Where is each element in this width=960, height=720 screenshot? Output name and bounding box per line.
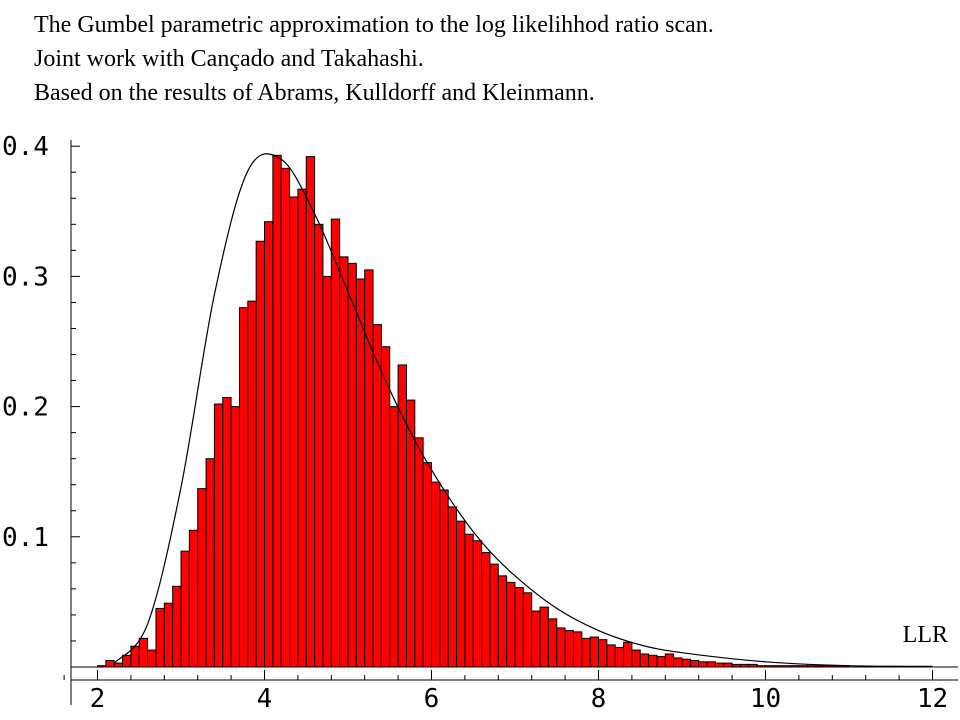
histogram-bar: [172, 585, 182, 668]
histogram-bar: [531, 610, 541, 668]
histogram-bar: [197, 488, 207, 668]
histogram-bar: [105, 659, 115, 668]
histogram-bar: [280, 167, 291, 668]
x-tick-label: 6: [424, 684, 440, 714]
histogram-bar: [372, 324, 382, 668]
x-tick-label: 8: [591, 684, 607, 714]
histogram-bar: [355, 278, 366, 668]
histogram-bar: [380, 346, 391, 668]
histogram-bar: [631, 649, 641, 668]
histogram-bar: [489, 563, 499, 668]
histogram-bar: [155, 607, 165, 668]
histogram-bar: [330, 218, 341, 668]
histogram-bar: [447, 506, 458, 668]
histogram-bar: [464, 533, 474, 668]
histogram-bar: [422, 462, 432, 668]
histogram-bar: [238, 307, 249, 668]
histogram-bar: [347, 262, 357, 668]
gumbel-fit-curve: [113, 153, 933, 667]
histogram-bar: [180, 550, 190, 668]
histogram-bar: [514, 587, 524, 668]
histogram-bar: [614, 646, 625, 668]
y-tick-label: 0.4: [2, 132, 49, 162]
histogram-bar: [322, 275, 332, 668]
histogram-bar: [497, 575, 508, 668]
histogram-bar: [230, 406, 240, 668]
histogram-bar: [439, 489, 449, 668]
histogram-bar: [264, 221, 274, 668]
histogram-bar: [706, 661, 716, 668]
header-text: The Gumbel parametric approximation to t…: [34, 8, 954, 110]
chart-labels: 0.1 0.2 0.3 0.4 2 4 6 8 10 12 LLR: [2, 132, 948, 714]
histogram-bar: [297, 188, 307, 668]
y-tick-label: 0.1: [2, 523, 49, 553]
chart-axes: [63, 140, 958, 705]
histogram-bar: [138, 637, 149, 668]
gumbel-fit-curve-group: [113, 153, 933, 667]
histogram-bar: [506, 581, 516, 668]
histogram-bar: [213, 403, 224, 668]
histogram-bar: [339, 256, 349, 668]
header-line-1: The Gumbel parametric approximation to t…: [34, 12, 714, 38]
histogram-bar: [623, 641, 633, 668]
histogram-bar: [255, 240, 265, 668]
histogram-bar: [163, 602, 174, 668]
histogram-bar: [606, 644, 616, 668]
histogram-bar: [431, 481, 441, 668]
x-tick-label: 10: [750, 684, 781, 714]
histogram-bar: [389, 406, 399, 668]
histogram-bar: [572, 631, 583, 668]
x-tick-label: 2: [90, 684, 106, 714]
histogram-bar: [547, 618, 558, 668]
histogram-bar: [147, 649, 157, 668]
histogram-bar: [698, 661, 708, 668]
histogram-bar: [681, 658, 691, 668]
histogram-bar: [648, 654, 658, 668]
histogram-bar: [598, 639, 608, 668]
histogram-bar: [364, 269, 374, 668]
histogram-bar: [113, 662, 124, 668]
histogram-bar: [456, 520, 466, 668]
histogram-bar: [314, 223, 324, 668]
histogram-bar: [639, 653, 650, 668]
histogram-bar: [272, 154, 282, 668]
histogram-bar: [222, 396, 232, 668]
header-line-3: Based on the results of Abrams, Kulldorf…: [34, 80, 595, 106]
histogram-bar: [556, 627, 566, 668]
histogram-bar: [414, 437, 424, 668]
x-tick-label: 4: [257, 684, 273, 714]
x-axis-label: LLR: [903, 622, 948, 648]
histogram-bar: [564, 630, 574, 668]
histogram-bar: [472, 540, 483, 668]
histogram-bar: [664, 653, 675, 668]
histogram-bar: [205, 458, 215, 668]
histogram-bar: [522, 592, 533, 668]
histogram-bar: [305, 156, 316, 668]
histogram-bar: [581, 637, 591, 668]
histogram-bar: [723, 662, 733, 668]
histogram-bar: [689, 659, 700, 668]
histogram-bar: [188, 529, 199, 668]
histogram-bar: [714, 662, 725, 668]
histogram-bar: [289, 196, 299, 668]
x-tick-label: 12: [917, 684, 948, 714]
histogram-bar: [589, 636, 600, 668]
histogram-bar: [405, 399, 416, 668]
histogram-bar: [656, 656, 666, 668]
histogram-bar: [539, 606, 549, 668]
header-line-2: Joint work with Cançado and Takahashi.: [34, 46, 424, 72]
histogram-bar: [247, 300, 257, 668]
y-tick-label: 0.3: [2, 262, 49, 292]
histogram-bar: [481, 551, 491, 668]
y-tick-label: 0.2: [2, 393, 49, 423]
histogram-bar: [673, 657, 683, 668]
histogram-bar: [122, 654, 132, 668]
histogram-bars: [97, 154, 850, 668]
